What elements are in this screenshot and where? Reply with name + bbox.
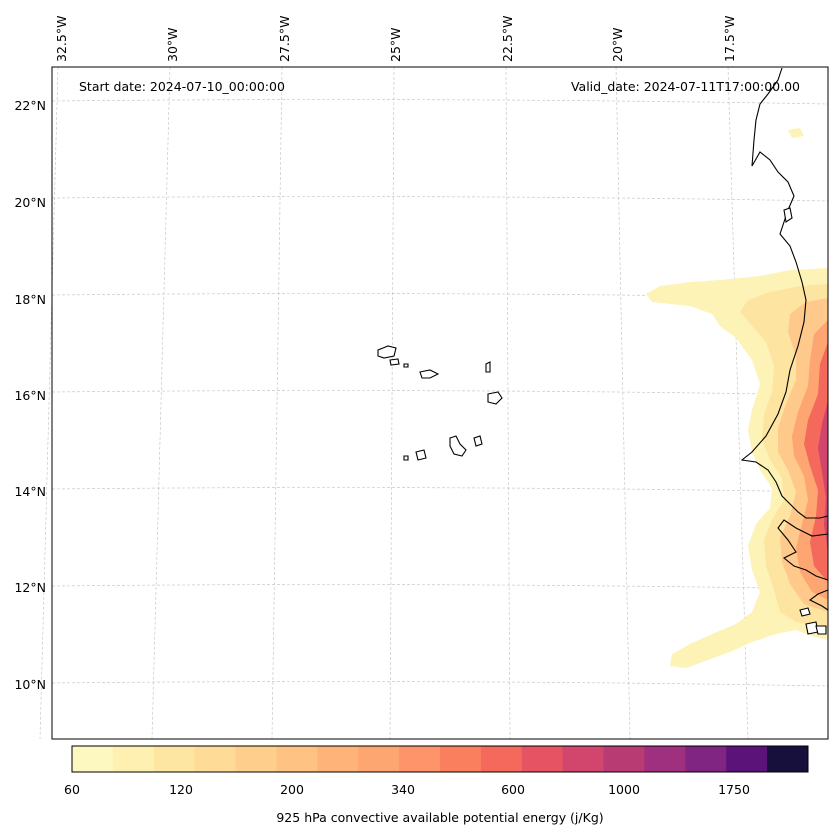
colorbar-swatch-0 [72,746,114,772]
gridline-10n [51,681,829,687]
guinea-bissau-coast [777,519,829,581]
colorbar-ticks: 60 120 200 340 600 1000 1750 [64,782,750,797]
gridline-22-5w [505,66,511,740]
colorbar-swatch-3 [194,746,237,772]
gridline-22n [51,99,829,105]
boa-vista-island [487,391,503,405]
guinea-coast [808,589,829,611]
cbar-tick-1750: 1750 [718,782,750,797]
bijagos-island-1 [799,607,811,617]
lon-tick-25w: 25°W [388,27,403,62]
africa-coastline [740,67,829,519]
map-panel: Start date: 2024-07-10_00:00:00 Valid_da… [39,66,829,740]
gridline-27-5w [271,66,283,740]
colorbar-border [71,745,809,773]
coastal-island-1 [783,207,793,223]
coastlines [740,67,829,635]
lat-tick-22n: 22°N [14,98,46,113]
cape-level-1b [788,128,804,138]
gridline-20w [615,66,631,740]
cabo-verde-islands [377,345,503,461]
lon-tick-17-5w: 17.5°W [722,16,737,62]
lon-tick-22-5w: 22.5°W [500,16,515,62]
gridline-20n [51,196,829,202]
lon-tick-32-5w: 32.5°W [54,16,69,62]
colorbar-swatch-11 [521,746,564,772]
cbar-tick-340: 340 [391,782,415,797]
latitude-tick-labels: 22°N 20°N 18°N 16°N 14°N 12°N 10°N [14,98,46,692]
lat-tick-12n: 12°N [14,580,46,595]
longitude-tick-labels: 32.5°W 30°W 27.5°W 25°W 22.5°W 20°W 17.5… [54,16,737,62]
colorbar-swatch-14 [644,746,686,772]
map-background [52,67,828,739]
latitude-gridlines [51,99,829,687]
lon-tick-20w: 20°W [610,27,625,62]
longitude-gridlines [39,66,749,740]
colorbar: 60 120 200 340 600 1000 1750 925 hPa con… [64,745,809,825]
lat-tick-16n: 16°N [14,388,46,403]
sao-vicente-island [389,358,400,366]
maio-island [473,435,483,447]
colorbar-swatch-9 [440,746,482,772]
gridline-30w [151,66,171,740]
cbar-tick-60: 60 [64,782,80,797]
santa-luzia-island [403,363,409,368]
sal-island [485,361,491,373]
cbar-tick-600: 600 [501,782,525,797]
gridline-16n [51,390,829,396]
lon-tick-27-5w: 27.5°W [277,16,292,62]
lat-tick-20n: 20°N [14,195,46,210]
lon-tick-30w: 30°W [165,27,180,62]
colorbar-swatches [72,746,809,772]
fogo-island [415,449,427,461]
colorbar-swatch-13 [603,746,645,772]
cape-level-5 [804,342,828,582]
lat-tick-10n: 10°N [14,677,46,692]
gridline-12n [51,584,829,590]
lat-tick-14n: 14°N [14,484,46,499]
valid-date-label: Valid_date: 2024-07-11T17:00:00.00 [571,79,800,94]
colorbar-swatch-4 [235,746,277,772]
cbar-tick-120: 120 [169,782,193,797]
santiago-island [449,435,467,457]
colorbar-swatch-1 [112,746,155,772]
colorbar-swatch-17 [767,746,809,772]
sao-nicolau-island [419,369,440,379]
colorbar-swatch-5 [276,746,318,772]
colorbar-swatch-2 [153,746,196,772]
gridline-14n [51,487,829,493]
gridline-32-5w [39,66,59,740]
gridline-25w [389,66,395,740]
cbar-tick-1000: 1000 [608,782,640,797]
colorbar-swatch-16 [726,746,768,772]
colorbar-swatch-12 [562,746,605,772]
cbar-tick-200: 200 [280,782,304,797]
colorbar-swatch-8 [399,746,441,772]
brava-island [403,455,409,461]
santo-antao-island [377,345,397,359]
cape-level-6 [818,400,828,552]
colorbar-swatch-15 [685,746,727,772]
colorbar-label: 925 hPa convective available potential e… [276,810,603,825]
colorbar-swatch-7 [358,746,400,772]
colorbar-swatch-10 [480,746,523,772]
map-border [51,66,829,740]
colorbar-swatch-6 [317,746,359,772]
start-date-label: Start date: 2024-07-10_00:00:00 [79,79,285,94]
lat-tick-18n: 18°N [14,292,46,307]
bijagos-island-3 [815,625,827,635]
